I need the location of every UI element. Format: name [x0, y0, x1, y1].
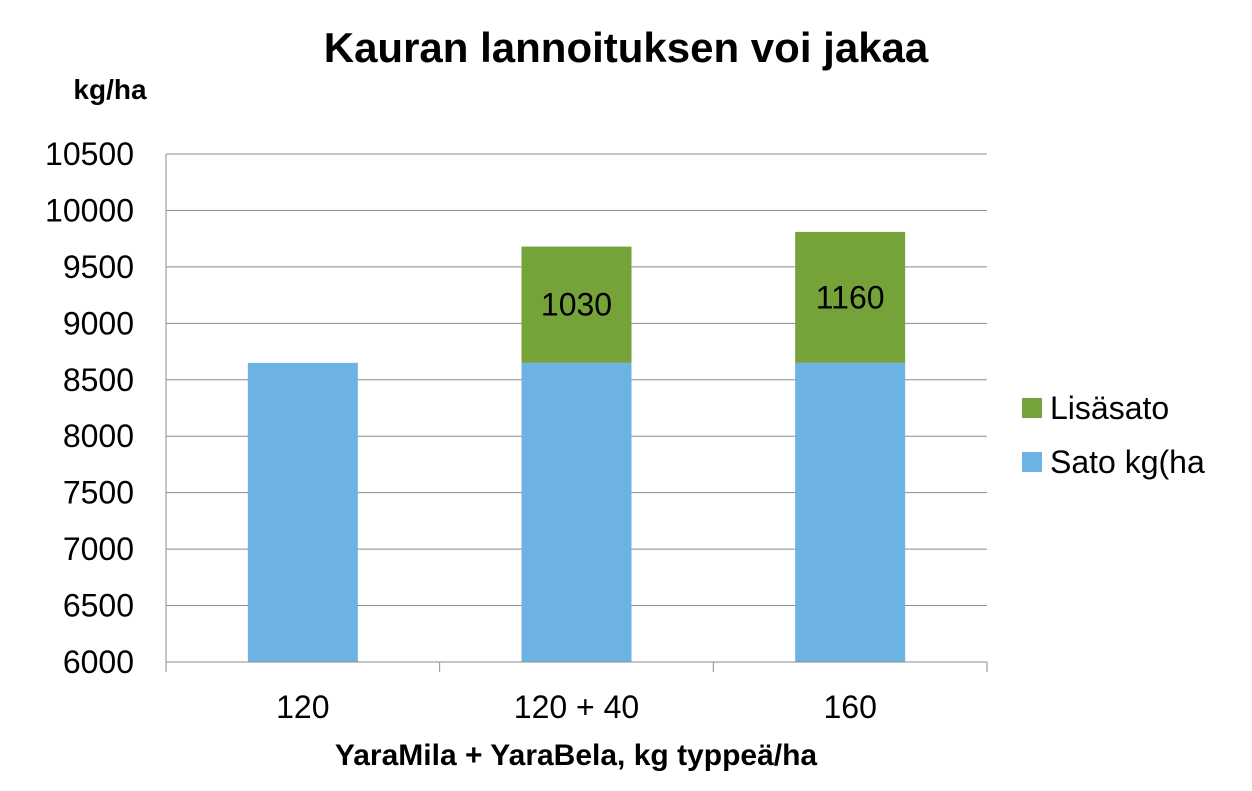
y-tick-label: 7500	[63, 475, 134, 511]
legend-item: Lisäsato	[1022, 390, 1169, 426]
data-label: 1030	[541, 287, 612, 323]
y-tick-label: 8500	[63, 362, 134, 398]
data-labels: 1030 1160	[541, 279, 885, 322]
legend-swatch	[1022, 452, 1042, 472]
bar-sato	[247, 362, 358, 662]
legend-item: Sato kg(ha	[1022, 444, 1205, 480]
x-tick-label: 120 + 40	[514, 689, 639, 725]
chart-title: Kauran lannoituksen voi jakaa	[324, 24, 929, 71]
legend: Lisäsato Sato kg(ha	[1022, 390, 1205, 480]
x-tick-label: 120	[276, 689, 329, 725]
y-tick-label: 6000	[63, 644, 134, 680]
y-tick-label: 7000	[63, 531, 134, 567]
y-tick-label: 8000	[63, 418, 134, 454]
axes	[165, 154, 988, 672]
bar-lisasato	[521, 246, 632, 363]
y-tick-label: 10000	[45, 192, 134, 228]
bar-sato	[521, 362, 632, 662]
y-tick-labels: 6000 6500 7000 7500 8000 8500 9000 9500 10000 105…	[45, 136, 134, 680]
y-tick-label: 9500	[63, 249, 134, 285]
x-tick-labels: 120 120 + 40 160	[276, 689, 877, 725]
legend-swatch	[1022, 398, 1042, 418]
legend-label: Lisäsato	[1050, 390, 1169, 426]
legend-label: Sato kg(ha	[1050, 444, 1205, 480]
x-axis-title: YaraMila + YaraBela, kg typpeä/ha	[335, 739, 818, 772]
bar-sato	[795, 362, 906, 662]
data-label: 1160	[816, 279, 885, 315]
y-unit-label: kg/ha	[73, 74, 147, 105]
bars	[247, 231, 906, 662]
x-tick-label: 160	[823, 689, 876, 725]
bar-lisasato	[795, 231, 906, 363]
y-tick-label: 9000	[63, 305, 134, 341]
y-tick-label: 6500	[63, 588, 134, 624]
y-tick-label: 10500	[45, 136, 134, 172]
